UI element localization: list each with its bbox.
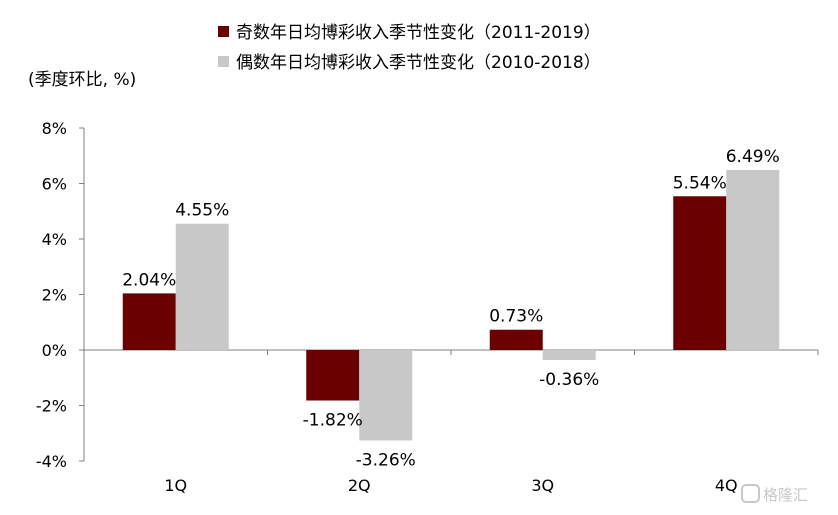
data-label-series0-2Q: -1.82% — [303, 411, 363, 431]
bar-series0-3Q — [489, 329, 543, 350]
legend-label-even-years: 偶数年日均博彩收入季节性变化（2010-2018） — [236, 53, 601, 73]
data-label-series0-3Q: 0.73% — [489, 307, 543, 327]
legend-swatch-even-years — [218, 56, 229, 67]
y-tick-label: 2% — [42, 286, 67, 305]
data-label-series1-4Q: 6.49% — [726, 147, 780, 167]
bar-series1-1Q — [175, 223, 229, 350]
y-axis: 8% 6% 4% 2% 0% -2% -4% — [36, 119, 85, 471]
bar-series1-3Q — [542, 350, 596, 360]
data-label-series1-3Q: -0.36% — [539, 370, 599, 390]
watermark: 格隆汇 — [741, 484, 808, 504]
data-label-series1-1Q: 4.55% — [175, 201, 229, 221]
data-labels: 2.04% 4.55% -1.82% -3.26% 0.73% -0.36% 5.54% 6.… — [122, 147, 780, 471]
data-label-series0-4Q: 5.54% — [673, 173, 727, 193]
bars — [122, 169, 780, 441]
y-tick-label: 8% — [42, 119, 67, 138]
y-tick-label: -4% — [36, 452, 67, 471]
data-label-series1-2Q: -3.26% — [356, 450, 416, 470]
data-label-series0-1Q: 2.04% — [122, 270, 176, 290]
x-category-label: 2Q — [348, 476, 371, 495]
legend: 奇数年日均博彩收入季节性变化（2011-2019） 偶数年日均博彩收入季节性变化… — [218, 23, 601, 73]
bar-series0-4Q — [673, 196, 727, 350]
y-tick-label: -2% — [36, 397, 67, 416]
bar-series0-2Q — [306, 350, 360, 401]
y-tick-label: 4% — [42, 230, 67, 249]
x-category-label: 3Q — [531, 476, 554, 495]
legend-swatch-odd-years — [218, 26, 229, 37]
y-tick-label: 6% — [42, 175, 67, 194]
bar-series1-4Q — [726, 169, 780, 350]
watermark-logo-icon — [741, 484, 760, 503]
x-category-label: 1Q — [164, 476, 187, 495]
x-axis: 1Q 2Q 3Q 4Q — [83, 349, 819, 495]
y-unit-label: (季度环比, %) — [28, 70, 136, 90]
bar-series0-1Q — [122, 293, 176, 350]
legend-label-odd-years: 奇数年日均博彩收入季节性变化（2011-2019） — [236, 23, 601, 43]
watermark-text: 格隆汇 — [763, 486, 808, 504]
bar-series1-2Q — [359, 350, 413, 441]
y-tick-label: 0% — [42, 341, 67, 360]
x-category-label: 4Q — [715, 476, 738, 495]
